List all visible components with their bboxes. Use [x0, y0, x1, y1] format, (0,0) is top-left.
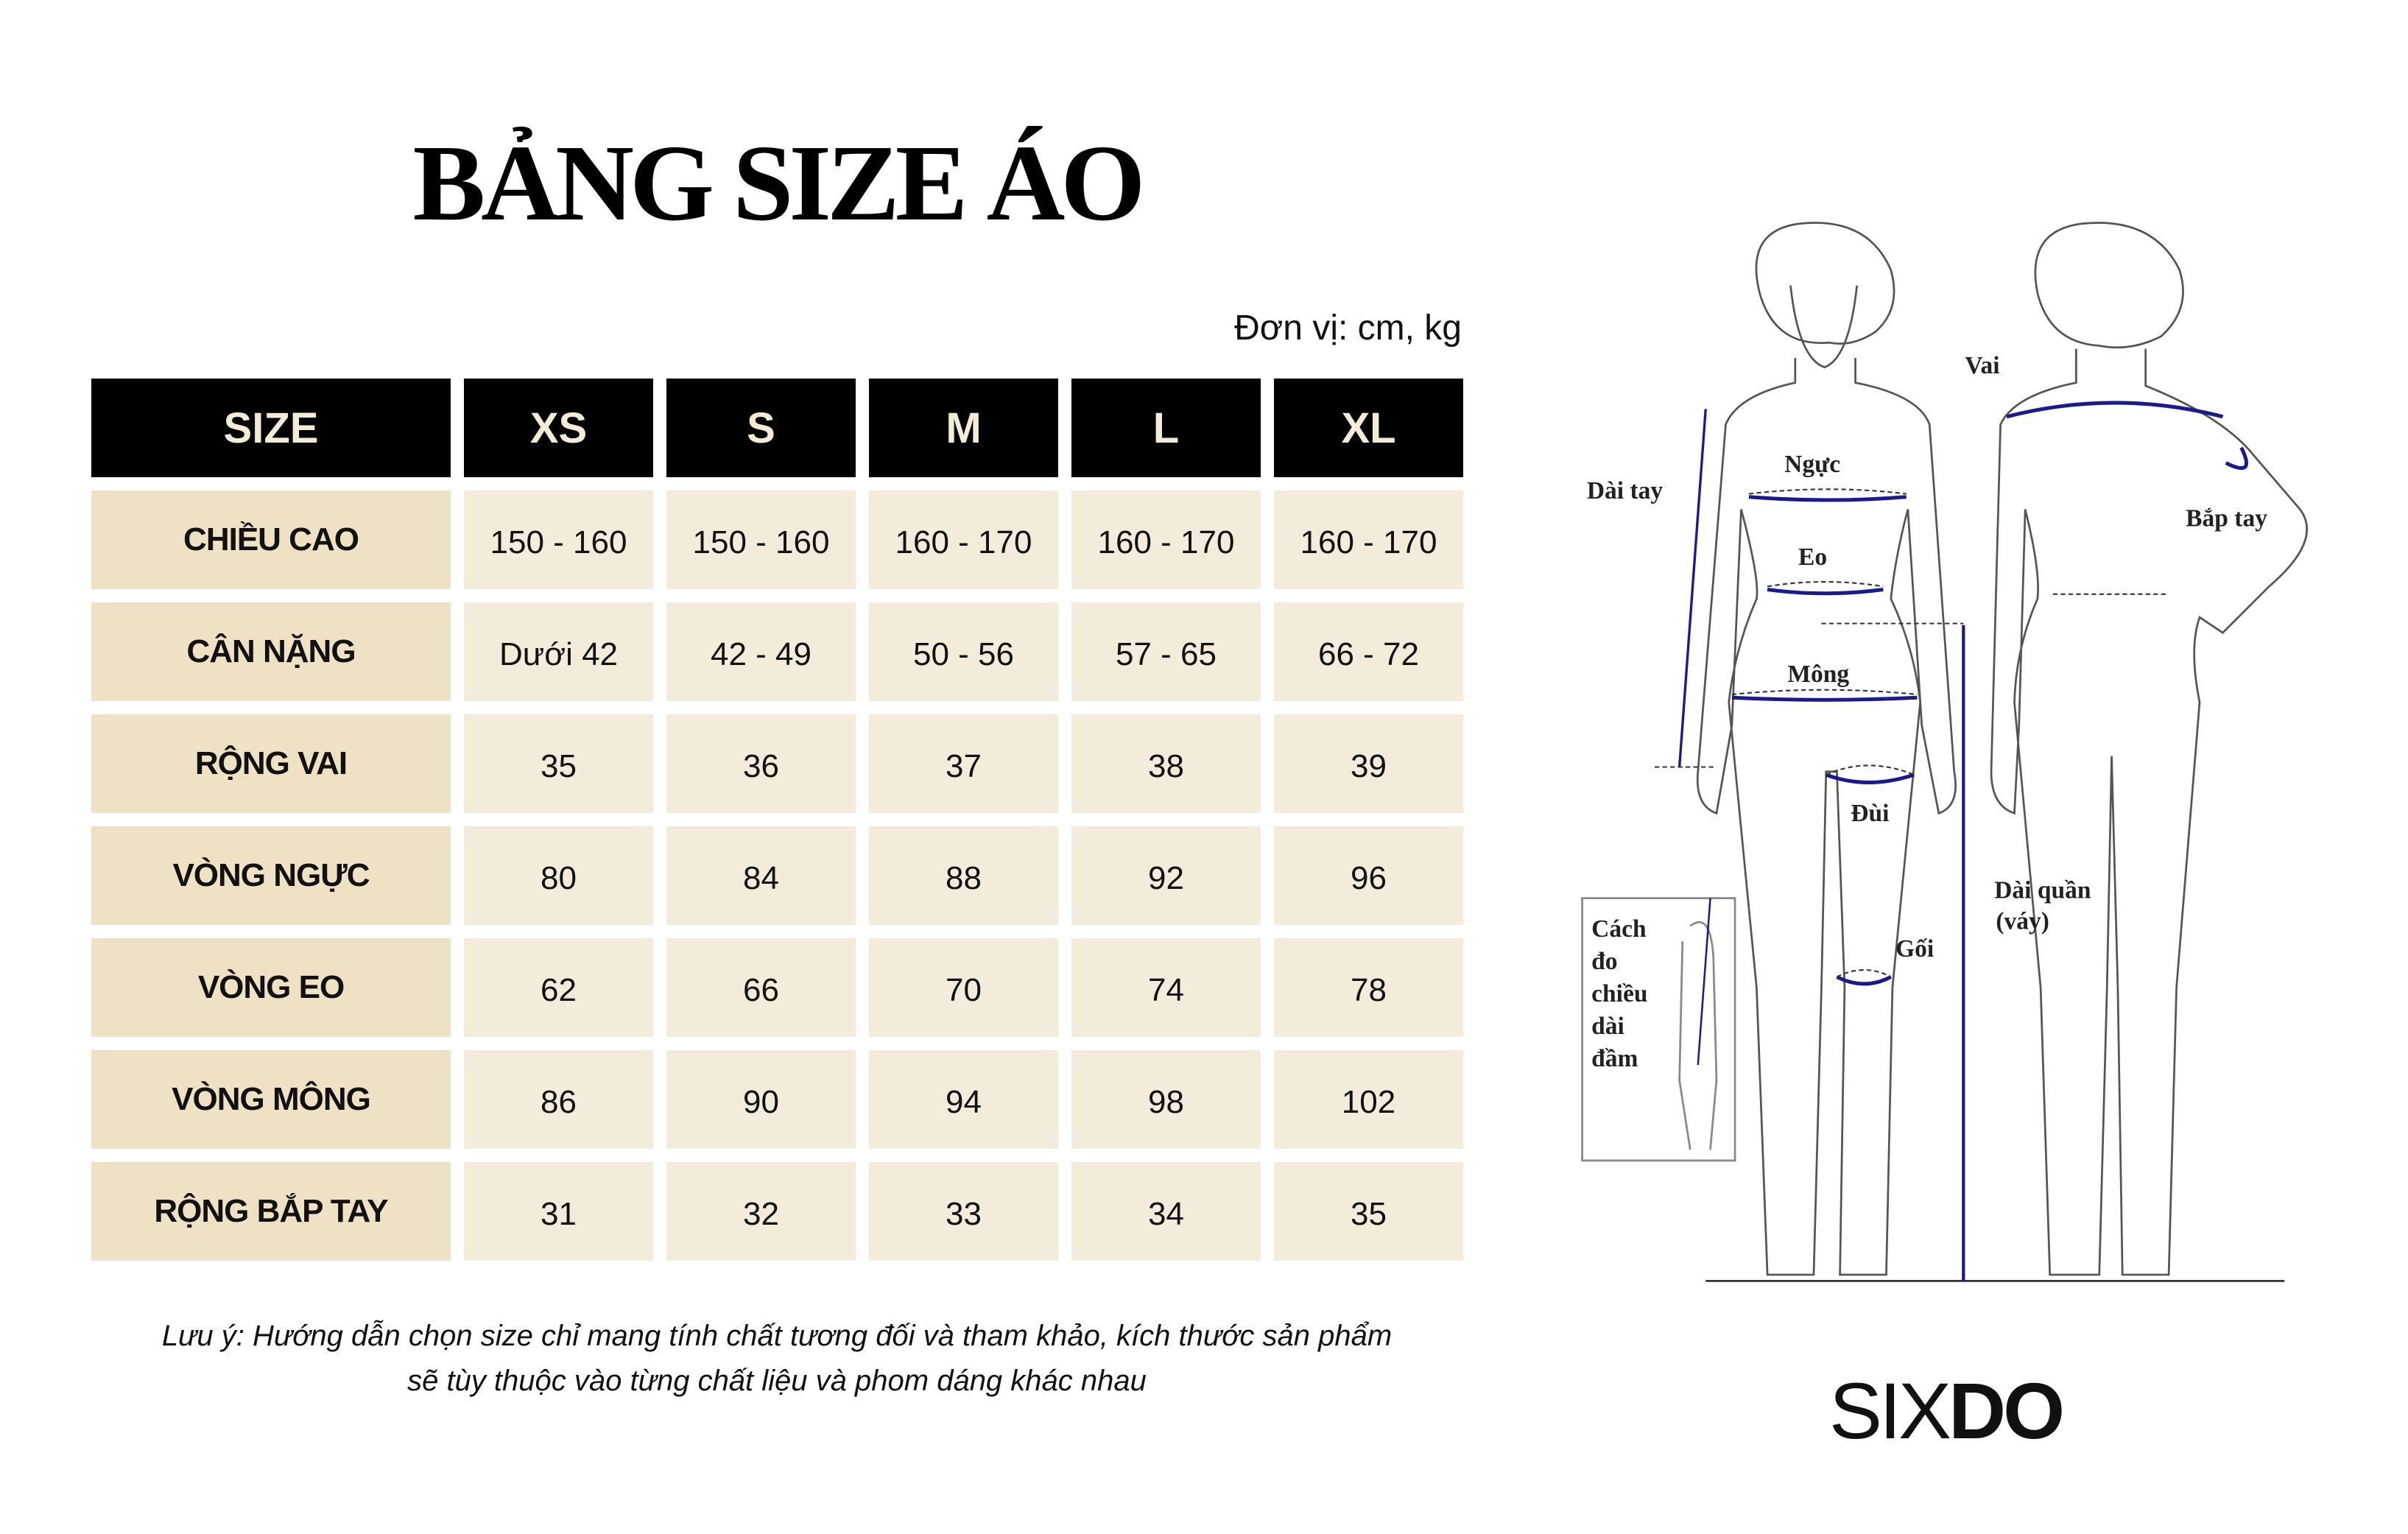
- table-cell: 35: [1274, 1162, 1463, 1261]
- thigh-line: [1825, 773, 1915, 784]
- header-cell: XS: [464, 379, 653, 477]
- table-cell: 31: [464, 1162, 653, 1261]
- table-cell: 62: [464, 938, 653, 1037]
- label-skirt: (váy): [1996, 908, 2049, 935]
- inset-text-5: đầm: [1591, 1045, 1638, 1072]
- table-cell: 74: [1071, 938, 1261, 1037]
- label-pants-length: Dài quần: [1994, 877, 2091, 904]
- sixdo-logo: SIXDO: [1829, 1366, 2065, 1455]
- table-cell: 150 - 160: [464, 490, 653, 589]
- inset-text-3: chiều: [1591, 980, 1647, 1007]
- hip-line: [1731, 695, 1918, 702]
- table-cell: 80: [464, 826, 653, 925]
- label-waist: Eo: [1798, 543, 1827, 571]
- row-label: CÂN NẶNG: [91, 602, 451, 701]
- front-figure-hair: [1755, 222, 1895, 345]
- label-chest: Ngực: [1784, 451, 1840, 478]
- table-cell: 34: [1071, 1162, 1261, 1261]
- unit-label: Đơn vị: cm, kg: [1234, 309, 1462, 348]
- table-cell: 35: [464, 714, 653, 813]
- table-cell: 36: [666, 714, 856, 813]
- row-label: VÒNG NGỰC: [91, 826, 451, 925]
- header-cell: S: [666, 379, 856, 477]
- row-label: CHIỀU CAO: [91, 490, 451, 589]
- page-title: BẢNG SIZE ÁO: [412, 123, 1146, 244]
- measurement-lines: [1677, 401, 2249, 1281]
- table-cell: Dưới 42: [464, 602, 653, 701]
- row-label: VÒNG EO: [91, 938, 451, 1037]
- table-cell: 98: [1071, 1050, 1261, 1149]
- table-cell: 32: [666, 1162, 856, 1261]
- knee-line: [1836, 975, 1892, 986]
- table-cell: 39: [1274, 714, 1463, 813]
- table-cell: 94: [869, 1050, 1058, 1149]
- table-cell: 102: [1274, 1050, 1463, 1149]
- note-line-2: sẽ tùy thuộc vào từng chất liệu và phom …: [407, 1365, 1147, 1397]
- back-figure-hair: [2034, 222, 2184, 349]
- header-cell: M: [869, 379, 1058, 477]
- front-figure-body: [1696, 358, 1957, 1276]
- table-cell: 160 - 170: [1071, 490, 1261, 589]
- table-cell: 78: [1274, 938, 1463, 1037]
- row-label: VÒNG MÔNG: [91, 1050, 451, 1149]
- table-cell: 160 - 170: [1274, 490, 1463, 589]
- label-hip: Mông: [1787, 661, 1849, 688]
- back-figure-body: [1990, 348, 2308, 1276]
- table-cell: 42 - 49: [666, 602, 856, 701]
- table-cell: 70: [869, 938, 1058, 1037]
- label-arm-length: Dài tay: [1587, 477, 1664, 504]
- bicep-line: [2225, 446, 2249, 471]
- inset-text-4: dài: [1591, 1013, 1624, 1040]
- inset-text-2: đo: [1591, 948, 1617, 975]
- inset-text-1: Cách: [1591, 915, 1647, 943]
- table-cell: 38: [1071, 714, 1261, 813]
- table-cell: 92: [1071, 826, 1261, 925]
- header-cell: XL: [1274, 379, 1463, 477]
- table-cell: 33: [869, 1162, 1058, 1261]
- table-cell: 66 - 72: [1274, 602, 1463, 701]
- table-cell: 150 - 160: [666, 490, 856, 589]
- label-knee: Gối: [1895, 935, 1934, 963]
- size-table: SIZE XS S M L XL CHIỀU CAO 150 - 160 150 - 160 16…: [91, 379, 1463, 1261]
- table-cell: 160 - 170: [869, 490, 1058, 589]
- shoulder-line: [2006, 401, 2224, 419]
- label-bicep: Bắp tay: [2186, 505, 2267, 532]
- label-shoulder: Vai: [1965, 352, 1999, 379]
- arm-length-arrow: [1677, 409, 1707, 767]
- front-figure-head: [1789, 285, 1859, 369]
- table-cell: 88: [869, 826, 1058, 925]
- table-cell: 86: [464, 1050, 653, 1149]
- chest-line: [1748, 495, 1907, 502]
- header-cell: SIZE: [91, 379, 451, 477]
- note-line-1: Lưu ý: Hướng dẫn chọn size chỉ mang tính…: [161, 1320, 1393, 1352]
- table-cell: 50 - 56: [869, 602, 1058, 701]
- inset-box: [1581, 897, 1736, 1162]
- row-label: RỘNG VAI: [91, 714, 451, 813]
- table-cell: 84: [666, 826, 856, 925]
- label-thigh: Đùi: [1851, 800, 1889, 827]
- row-label: RỘNG BẮP TAY: [91, 1162, 451, 1261]
- waist-line: [1767, 588, 1884, 596]
- header-cell: L: [1071, 379, 1261, 477]
- table-cell: 37: [869, 714, 1058, 813]
- table-cell: 57 - 65: [1071, 602, 1261, 701]
- table-cell: 96: [1274, 826, 1463, 925]
- table-cell: 90: [666, 1050, 856, 1149]
- table-cell: 66: [666, 938, 856, 1037]
